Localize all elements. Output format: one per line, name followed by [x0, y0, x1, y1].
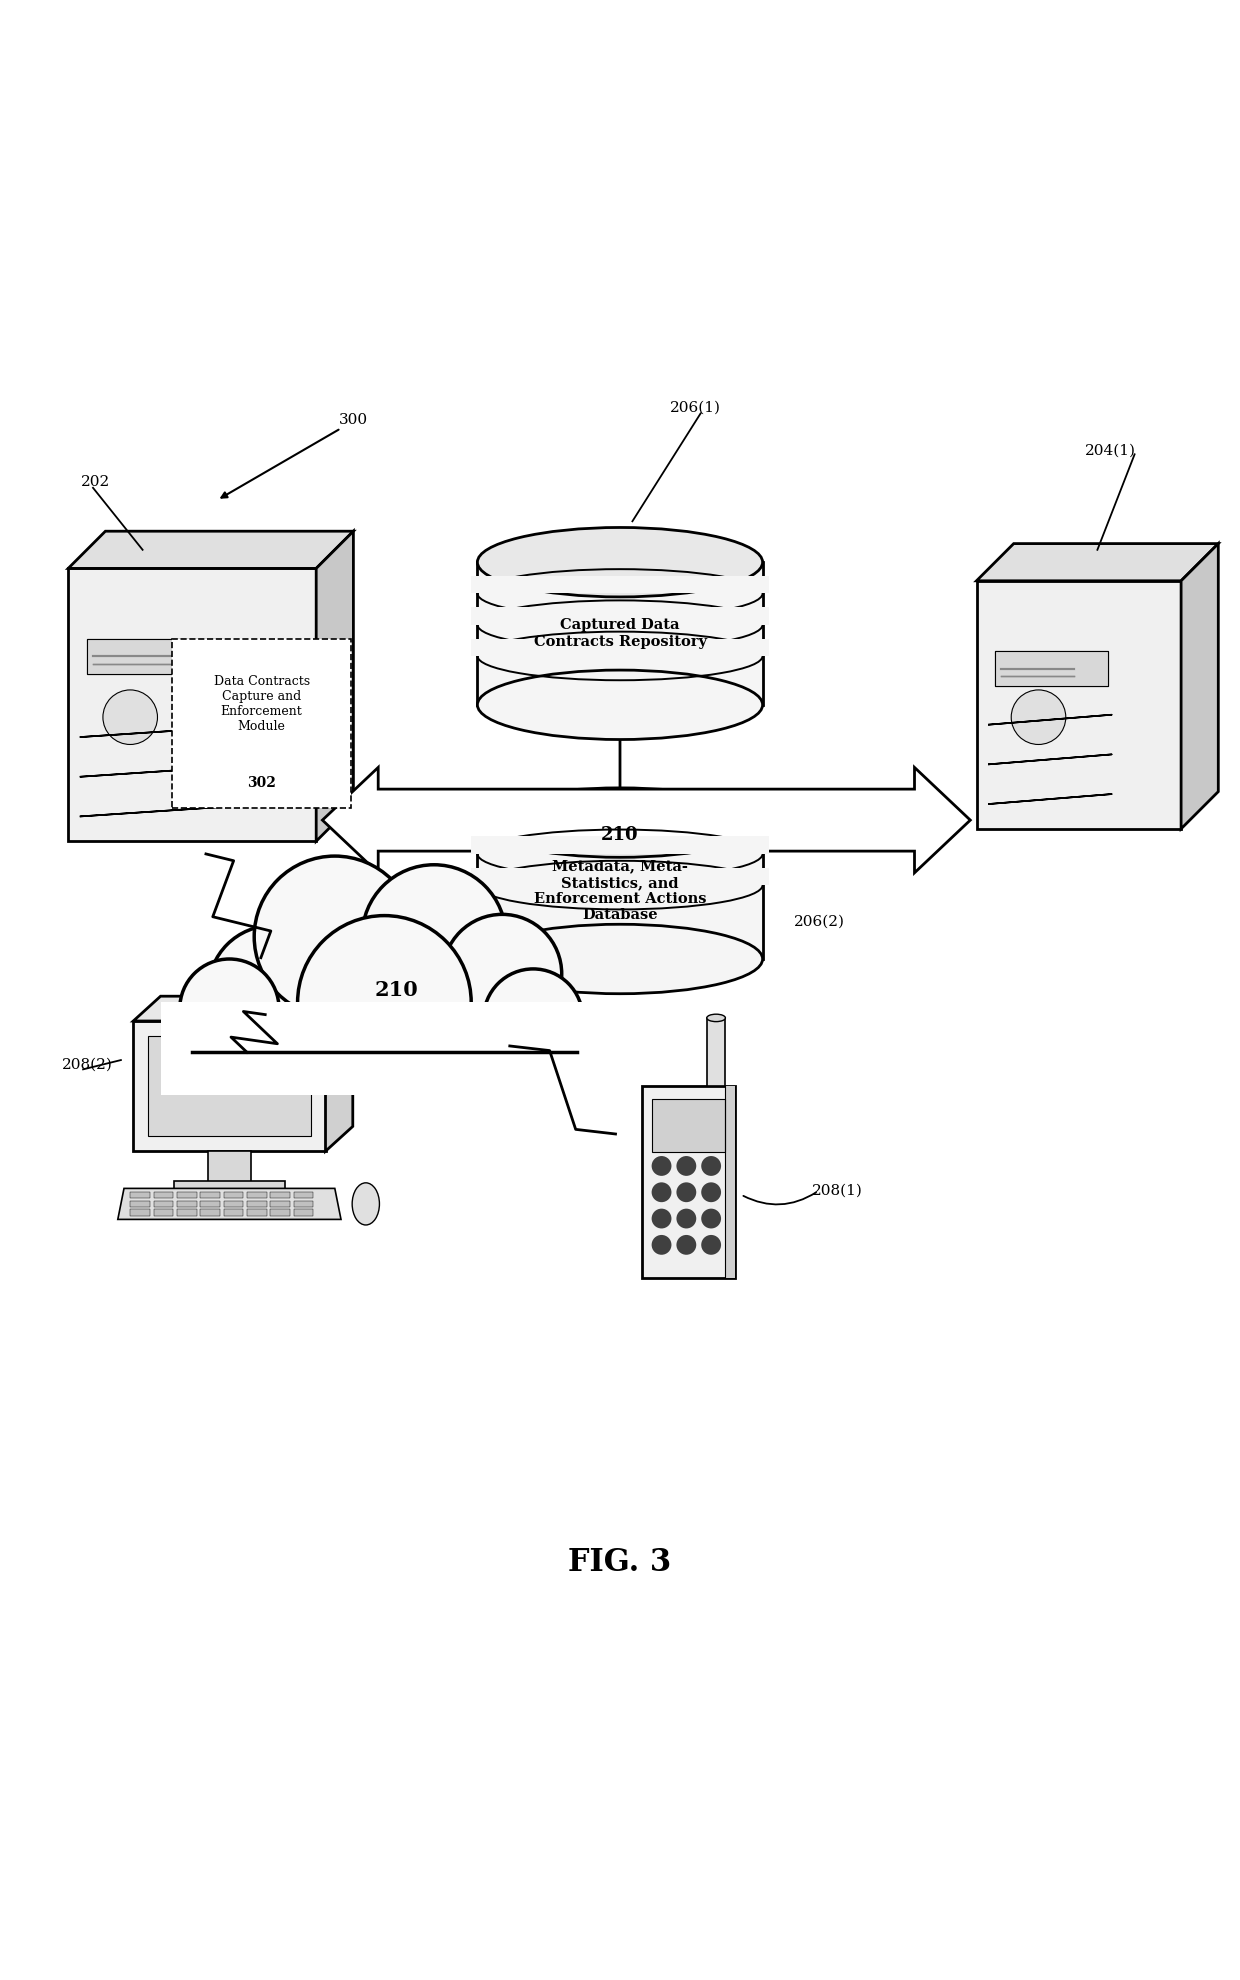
Bar	[270, 1210, 290, 1216]
Bar	[294, 1200, 314, 1208]
Polygon shape	[977, 544, 1218, 580]
Ellipse shape	[352, 1182, 379, 1226]
Ellipse shape	[707, 1014, 725, 1022]
Bar	[87, 640, 223, 673]
Bar	[270, 1192, 290, 1198]
Text: 302: 302	[247, 776, 277, 790]
Polygon shape	[316, 531, 353, 842]
Bar	[154, 1210, 174, 1216]
Circle shape	[702, 1156, 722, 1176]
Polygon shape	[118, 1188, 341, 1220]
Bar	[207, 1150, 250, 1182]
Bar	[130, 1192, 150, 1198]
Circle shape	[362, 865, 506, 1008]
Circle shape	[254, 855, 415, 1018]
Bar	[294, 1210, 314, 1216]
Circle shape	[702, 1208, 722, 1228]
Circle shape	[677, 1156, 697, 1176]
Ellipse shape	[477, 788, 763, 857]
Ellipse shape	[477, 669, 763, 739]
Bar	[177, 1210, 197, 1216]
Circle shape	[702, 1236, 722, 1255]
Bar	[223, 1210, 243, 1216]
Bar	[161, 1002, 608, 1095]
Circle shape	[103, 689, 157, 744]
Bar	[247, 1210, 267, 1216]
Bar	[223, 1192, 243, 1198]
Bar	[68, 568, 316, 842]
Bar	[477, 562, 763, 705]
Bar	[87, 640, 223, 673]
Bar	[177, 1200, 197, 1208]
Bar	[130, 1210, 150, 1216]
Circle shape	[652, 1182, 672, 1202]
Bar	[652, 1099, 724, 1152]
Circle shape	[652, 1236, 672, 1255]
Text: FIG. 3: FIG. 3	[568, 1548, 672, 1578]
Text: 300: 300	[339, 412, 368, 426]
Bar	[477, 822, 763, 958]
Circle shape	[484, 968, 583, 1067]
Bar	[172, 640, 351, 808]
Bar	[471, 640, 769, 655]
Text: Data Contracts
Capture and
Enforcement
Module: Data Contracts Capture and Enforcement M…	[213, 675, 310, 733]
Circle shape	[652, 1208, 672, 1228]
Bar	[707, 1018, 725, 1087]
Circle shape	[180, 958, 279, 1057]
Circle shape	[1012, 689, 1065, 744]
Bar	[642, 1087, 734, 1279]
Bar	[134, 1022, 326, 1150]
Bar	[247, 1192, 267, 1198]
Bar	[154, 1192, 174, 1198]
Bar	[223, 1200, 243, 1208]
Bar	[471, 836, 769, 853]
Circle shape	[677, 1208, 697, 1228]
Bar	[200, 1192, 219, 1198]
Bar	[471, 608, 769, 626]
Bar	[994, 651, 1107, 687]
Polygon shape	[68, 531, 353, 568]
Bar	[270, 1200, 290, 1208]
Circle shape	[677, 1236, 697, 1255]
Bar	[471, 576, 769, 594]
Polygon shape	[322, 768, 970, 873]
Text: 208(1): 208(1)	[812, 1184, 863, 1198]
Text: 208(2): 208(2)	[62, 1057, 113, 1071]
Circle shape	[702, 1182, 722, 1202]
Ellipse shape	[477, 925, 763, 994]
Text: Captured Data
Contracts Repository: Captured Data Contracts Repository	[533, 618, 707, 649]
Text: 206(2): 206(2)	[794, 915, 844, 929]
Polygon shape	[134, 996, 353, 1022]
Polygon shape	[1180, 544, 1218, 830]
Text: 204(1): 204(1)	[1085, 444, 1136, 457]
Bar	[294, 1192, 314, 1198]
Bar	[200, 1200, 219, 1208]
Bar	[247, 1200, 267, 1208]
Circle shape	[677, 1182, 697, 1202]
Text: 210: 210	[601, 826, 639, 843]
Bar	[177, 1192, 197, 1198]
Text: 206(1): 206(1)	[670, 400, 720, 414]
Circle shape	[298, 915, 471, 1089]
Bar	[977, 580, 1182, 830]
Bar	[174, 1180, 285, 1198]
Bar	[149, 1036, 310, 1137]
Circle shape	[208, 925, 337, 1055]
Bar	[154, 1200, 174, 1208]
Polygon shape	[325, 996, 353, 1150]
Bar	[130, 1200, 150, 1208]
Text: Metadata, Meta-
Statistics, and
Enforcement Actions
Database: Metadata, Meta- Statistics, and Enforcem…	[533, 859, 707, 923]
Text: 210: 210	[374, 980, 419, 1000]
Bar	[994, 651, 1107, 687]
Circle shape	[443, 915, 562, 1034]
Circle shape	[652, 1156, 672, 1176]
Text: 202: 202	[81, 475, 110, 489]
Bar	[200, 1210, 219, 1216]
Bar	[471, 867, 769, 885]
Ellipse shape	[477, 527, 763, 596]
Bar	[724, 1087, 734, 1279]
